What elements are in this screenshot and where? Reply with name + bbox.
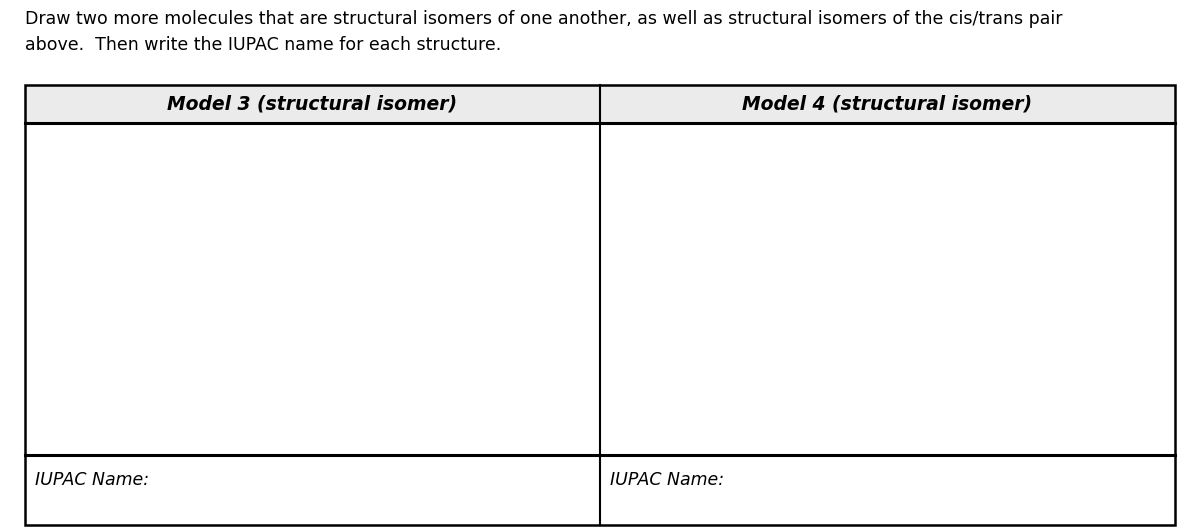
Text: IUPAC Name:: IUPAC Name: xyxy=(35,471,149,489)
Text: above.  Then write the IUPAC name for each structure.: above. Then write the IUPAC name for eac… xyxy=(25,36,502,54)
Text: Model 3 (structural isomer): Model 3 (structural isomer) xyxy=(168,95,457,114)
Bar xyxy=(25,85,1175,525)
Text: Draw two more molecules that are structural isomers of one another, as well as s: Draw two more molecules that are structu… xyxy=(25,10,1062,28)
Bar xyxy=(25,123,1175,455)
Text: Model 4 (structural isomer): Model 4 (structural isomer) xyxy=(743,95,1032,114)
Bar xyxy=(25,85,1175,123)
Text: IUPAC Name:: IUPAC Name: xyxy=(610,471,724,489)
Bar xyxy=(25,455,1175,525)
